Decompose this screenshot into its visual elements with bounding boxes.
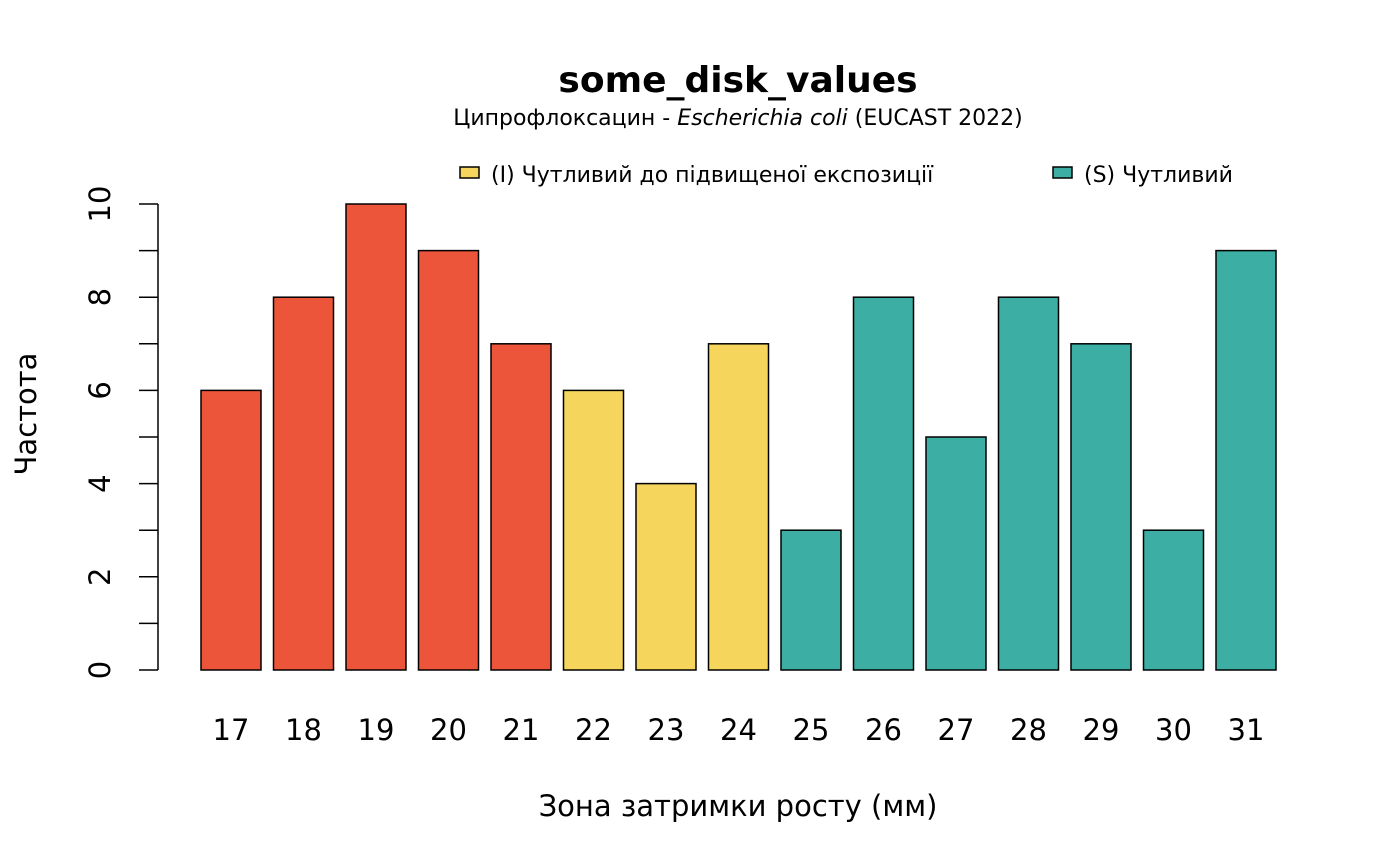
y-tick-label: 8: [83, 288, 117, 306]
subtitle-organism: Escherichia coli: [677, 106, 848, 131]
bar-28: [997, 296, 1060, 671]
y-axis-label: Частота: [9, 353, 43, 476]
bar-27: [925, 436, 987, 671]
bars: [200, 203, 1277, 671]
bar-17: [200, 389, 262, 671]
x-tick-labels: 17 18 19 20 21 22 23 24 25 26 27 28 29 30 31: [213, 713, 1265, 747]
y-tick-label: 4: [83, 474, 117, 492]
x-tick-label-22: 22: [575, 713, 612, 747]
bar-18: [272, 296, 335, 671]
bar-20: [417, 249, 480, 671]
x-tick-label-30: 30: [1155, 713, 1192, 747]
bar-24: [707, 343, 770, 671]
y-tick-label: 6: [83, 381, 117, 399]
legend-swatch-s: [1052, 166, 1073, 179]
bar-22: [562, 389, 625, 671]
bar-19: [345, 203, 407, 671]
subtitle-drug: Ципрофлоксацин: [453, 106, 655, 131]
bar-21: [490, 343, 552, 671]
bar-30: [1142, 529, 1205, 671]
x-tick-label-20: 20: [430, 713, 467, 747]
subtitle-guideline: (EUCAST 2022): [848, 106, 1023, 131]
bar-25: [780, 529, 842, 671]
legend-label-s: (S) Чутливий: [1084, 163, 1233, 188]
y-tick-label: 10: [83, 186, 117, 223]
x-tick-label-18: 18: [285, 713, 322, 747]
x-tick-label-23: 23: [648, 713, 685, 747]
x-tick-label-25: 25: [793, 713, 830, 747]
x-tick-label-17: 17: [213, 713, 250, 747]
bar-23: [635, 482, 697, 671]
bar-26: [852, 296, 915, 671]
x-tick-label-26: 26: [865, 713, 902, 747]
x-tick-label-28: 28: [1010, 713, 1047, 747]
x-tick-label-29: 29: [1083, 713, 1120, 747]
x-tick-label-21: 21: [503, 713, 540, 747]
x-tick-label-24: 24: [720, 713, 757, 747]
legend-label-i: (I) Чутливий до підвищеної експозиції: [491, 163, 934, 188]
bar-31: [1215, 249, 1277, 671]
chart-subtitle: Ципрофлоксацин - Escherichia coli (EUCAS…: [453, 106, 1022, 131]
legend-swatch-i: [459, 166, 480, 179]
subtitle-separator: -: [655, 106, 677, 131]
chart-title: some_disk_values: [558, 60, 917, 101]
y-axis: 0 2 4 6 8 10: [83, 186, 159, 679]
legend: (I) Чутливий до підвищеної експозиції (S…: [459, 163, 1233, 188]
x-axis-label: Зона затримки росту (мм): [539, 789, 938, 823]
x-tick-label-31: 31: [1228, 713, 1265, 747]
x-tick-label-19: 19: [358, 713, 395, 747]
x-tick-label-27: 27: [938, 713, 975, 747]
y-tick-label: 2: [83, 568, 117, 586]
y-tick-label: 0: [83, 661, 117, 679]
bar-29: [1070, 343, 1132, 671]
